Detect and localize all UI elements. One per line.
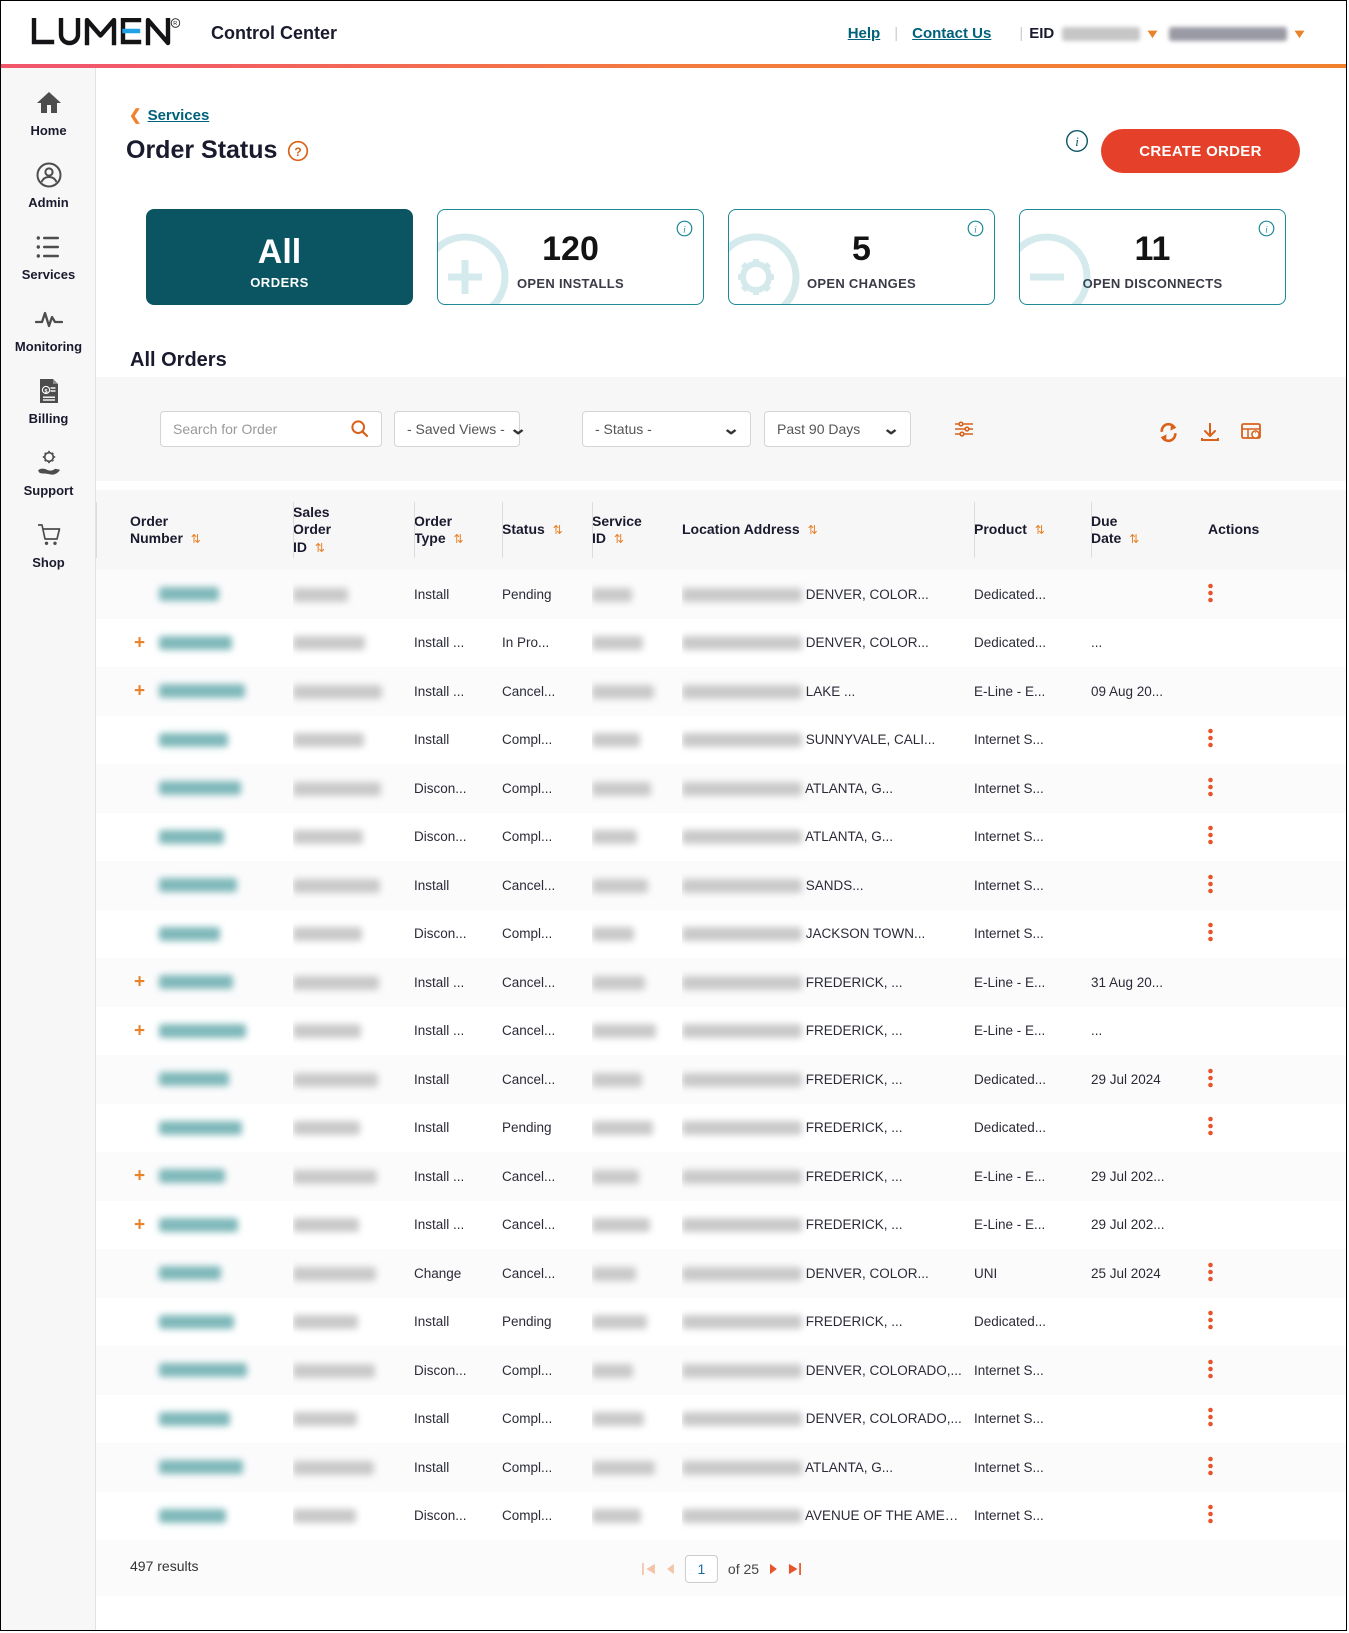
svg-text:R: R	[173, 21, 177, 27]
svg-text:i: i	[1075, 134, 1079, 149]
svg-text:?: ?	[295, 145, 302, 159]
svg-text:$: $	[44, 389, 47, 395]
